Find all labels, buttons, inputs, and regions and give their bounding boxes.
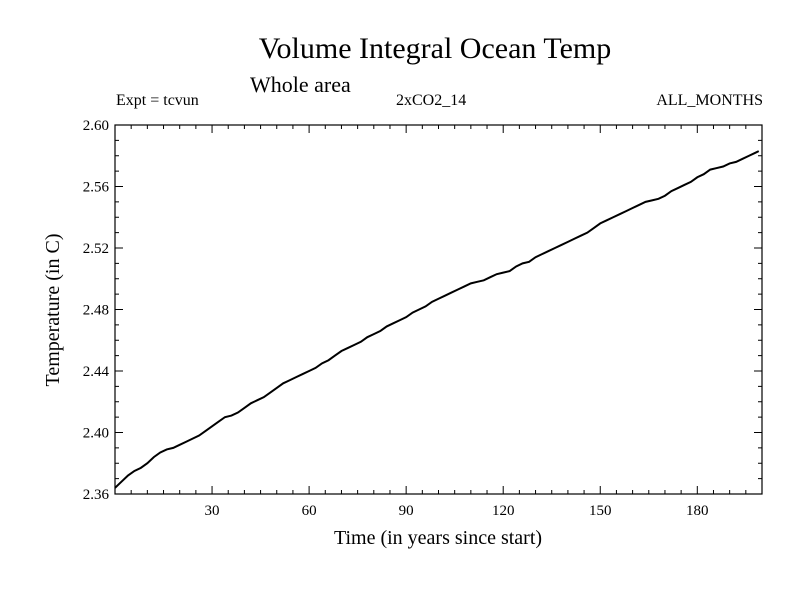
- chart-subtitle: Whole area: [250, 72, 351, 97]
- x-tick-label: 180: [686, 503, 709, 519]
- y-axis-label: Temperature (in C): [42, 234, 64, 387]
- y-tick-label: 2.52: [83, 241, 109, 257]
- x-tick-label: 60: [302, 503, 317, 519]
- experiment-label: Expt = tcvun: [116, 92, 199, 109]
- y-tick-label: 2.48: [83, 303, 109, 319]
- y-tick-label: 2.44: [83, 364, 110, 380]
- chart-title: Volume Integral Ocean Temp: [258, 32, 612, 65]
- x-axis-label: Time (in years since start): [334, 527, 542, 549]
- scenario-label: 2xCO2_14: [396, 92, 467, 109]
- y-tick-label: 2.36: [83, 487, 110, 503]
- series-line: [114, 150, 760, 489]
- x-tick-label: 90: [399, 503, 414, 519]
- y-tick-label: 2.56: [83, 180, 110, 196]
- x-tick-label: 150: [589, 503, 612, 519]
- x-tick-label: 30: [205, 503, 220, 519]
- plot-frame: [114, 124, 763, 495]
- y-tick-label: 2.60: [83, 118, 109, 134]
- y-tick-label: 2.40: [83, 426, 109, 442]
- x-tick-label: 120: [492, 503, 515, 519]
- months-label: ALL_MONTHS: [656, 92, 763, 109]
